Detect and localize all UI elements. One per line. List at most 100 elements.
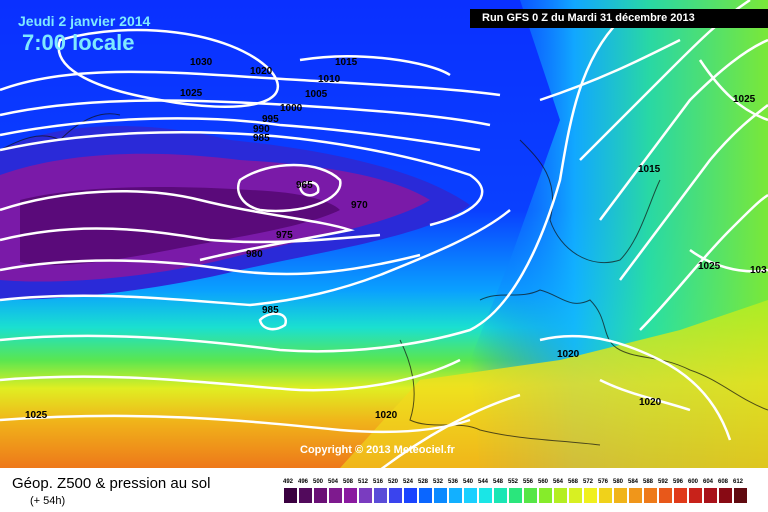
isobar-label: 1015 (638, 164, 661, 175)
scale-step-label: 584 (628, 479, 639, 485)
scale-step-swatch (299, 488, 312, 503)
scale-step: 516 (373, 477, 388, 507)
scale-step-swatch (434, 488, 447, 503)
scale-step-swatch (734, 488, 747, 503)
copyright-notice: Copyright © 2013 Meteociel.fr (300, 444, 455, 456)
scale-step-label: 512 (358, 479, 369, 485)
isobar-label: 970 (351, 200, 368, 211)
scale-step-swatch (374, 488, 387, 503)
scale-step: 584 (628, 477, 643, 507)
isobar-label: 1025 (180, 88, 203, 99)
scale-step: 576 (598, 477, 613, 507)
scale-step-label: 508 (343, 479, 354, 485)
scale-step: 592 (658, 477, 673, 507)
scale-step: 604 (703, 477, 718, 507)
scale-step-label: 532 (433, 479, 444, 485)
scale-step: 512 (358, 477, 373, 507)
forecast-local-time: 7:00 locale (22, 30, 135, 55)
scale-step-swatch (389, 488, 402, 503)
scale-step: 536 (448, 477, 463, 507)
isobar-label: 1030 (190, 57, 213, 68)
scale-step: 524 (403, 477, 418, 507)
scale-step-swatch (659, 488, 672, 503)
scale-step-swatch (404, 488, 417, 503)
scale-step-label: 564 (553, 479, 564, 485)
scale-step: 540 (463, 477, 478, 507)
forecast-map: Jeudi 2 janvier 2014 7:00 locale Run GFS… (0, 0, 768, 468)
scale-step-swatch (344, 488, 357, 503)
isobar-label: 965 (296, 180, 313, 191)
scale-step-swatch (314, 488, 327, 503)
scale-step-swatch (284, 488, 297, 503)
scale-step-swatch (674, 488, 687, 503)
scale-step-swatch (524, 488, 537, 503)
scale-step-swatch (629, 488, 642, 503)
isobar-label: 980 (246, 249, 263, 260)
isobar-label: 1020 (557, 349, 580, 360)
scale-step: 580 (613, 477, 628, 507)
product-title: Géop. Z500 & pression au sol (12, 475, 211, 492)
scale-step-swatch (569, 488, 582, 503)
scale-step: 612 (733, 477, 748, 507)
scale-step: 492 (283, 477, 298, 507)
scale-step-label: 572 (583, 479, 594, 485)
model-run-info: Run GFS 0 Z du Mardi 31 décembre 2013 (470, 9, 768, 28)
scale-step-label: 504 (328, 479, 339, 485)
scale-step-label: 540 (463, 479, 474, 485)
isobar-label: 995 (262, 114, 279, 125)
isobar-label: 1025 (733, 94, 756, 105)
scale-step-label: 588 (643, 479, 654, 485)
scale-step: 556 (523, 477, 538, 507)
height-color-scale: 492 496 500 504 508 512 516 520 524 528 532 536 540 5… (283, 477, 748, 507)
scale-step-label: 576 (598, 479, 609, 485)
scale-step: 528 (418, 477, 433, 507)
scale-step-label: 608 (718, 479, 729, 485)
scale-step-swatch (419, 488, 432, 503)
scale-step-label: 492 (283, 479, 294, 485)
isobars (0, 0, 768, 468)
isobar-label: 985 (262, 305, 279, 316)
isobar-label: 1020 (375, 410, 398, 421)
scale-step-label: 596 (673, 479, 684, 485)
scale-step-swatch (359, 488, 372, 503)
scale-step-swatch (704, 488, 717, 503)
scale-step-swatch (539, 488, 552, 503)
scale-step-label: 568 (568, 479, 579, 485)
scale-step-label: 496 (298, 479, 309, 485)
isobar-label: 1025 (25, 410, 48, 421)
scale-step-label: 560 (538, 479, 549, 485)
isobar-label: 1025 (698, 261, 721, 272)
geopotential-map-canvas (0, 0, 768, 468)
scale-step-swatch (584, 488, 597, 503)
forecast-date: Jeudi 2 janvier 2014 (18, 13, 151, 29)
scale-step-swatch (719, 488, 732, 503)
scale-step: 600 (688, 477, 703, 507)
scale-step-swatch (449, 488, 462, 503)
scale-step-label: 552 (508, 479, 519, 485)
scale-step: 532 (433, 477, 448, 507)
scale-step-swatch (509, 488, 522, 503)
scale-step-label: 604 (703, 479, 714, 485)
scale-step: 572 (583, 477, 598, 507)
scale-step: 568 (568, 477, 583, 507)
scale-step-label: 580 (613, 479, 624, 485)
forecast-lead-time: (+ 54h) (30, 495, 66, 507)
scale-step-swatch (464, 488, 477, 503)
legend-footer: Géop. Z500 & pression au sol (+ 54h) 492… (0, 468, 768, 512)
scale-step: 596 (673, 477, 688, 507)
scale-step: 508 (343, 477, 358, 507)
isobar-label: 990 (253, 124, 270, 135)
scale-step: 588 (643, 477, 658, 507)
scale-step-swatch (689, 488, 702, 503)
scale-step-swatch (479, 488, 492, 503)
scale-step-swatch (554, 488, 567, 503)
scale-step: 496 (298, 477, 313, 507)
scale-step-label: 544 (478, 479, 489, 485)
scale-step-label: 536 (448, 479, 459, 485)
scale-step-swatch (644, 488, 657, 503)
scale-step: 608 (718, 477, 733, 507)
scale-step: 564 (553, 477, 568, 507)
isobar-label: 975 (276, 230, 293, 241)
scale-step-label: 520 (388, 479, 399, 485)
scale-step: 560 (538, 477, 553, 507)
